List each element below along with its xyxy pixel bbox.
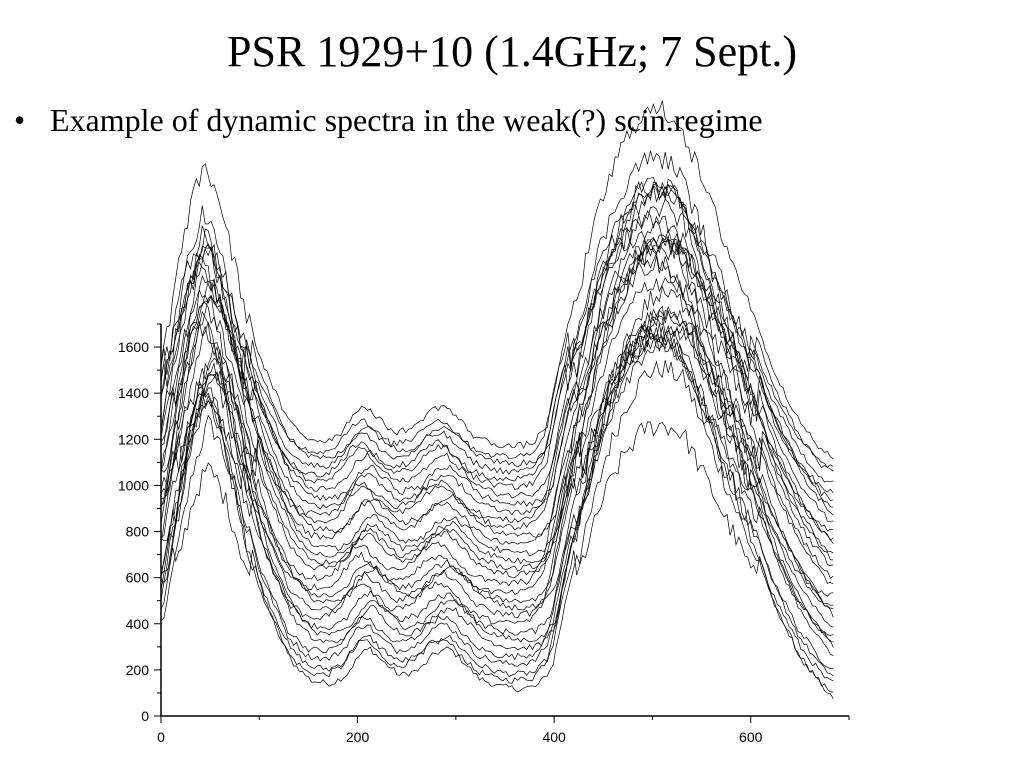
y-tick-label-1000: 1000	[118, 477, 149, 493]
spectrum-trace-9	[160, 256, 834, 636]
x-tick-label-400: 400	[542, 729, 566, 745]
y-tick-label-600: 600	[126, 570, 150, 586]
spectrum-trace-2	[160, 332, 834, 693]
spectrum-trace-20	[160, 234, 834, 544]
bullet-item: • Example of dynamic spectra in the weak…	[14, 102, 763, 139]
x-tick-label-0: 0	[157, 729, 165, 745]
spectrum-trace-22	[160, 239, 834, 532]
chart-axes: 0 200 400 600 0 200 400 600 800 1000 1200 1400 1600	[118, 323, 850, 745]
spectrum-trace-23	[160, 237, 834, 522]
spectrum-trace-12	[160, 315, 834, 610]
spectrum-trace-28	[160, 176, 834, 483]
x-tick-label-200: 200	[346, 729, 370, 745]
spectrum-trace-11	[160, 285, 834, 618]
y-tick-label-200: 200	[126, 662, 150, 678]
spectrum-trace-30	[160, 220, 834, 468]
y-tick-label-0: 0	[141, 708, 149, 724]
spectrum-trace-18	[160, 323, 834, 561]
spectrum-trace-27	[160, 210, 834, 494]
spectrum-trace-19	[160, 185, 834, 554]
spectrum-trace-3	[160, 421, 834, 682]
spectrum-trace-4	[160, 326, 834, 677]
spectrum-trace-31	[160, 100, 834, 460]
spectrum-trace-15	[160, 198, 834, 585]
spectrum-trace-21	[160, 178, 834, 541]
spectrum-trace-14	[160, 252, 834, 597]
y-tick-label-400: 400	[126, 616, 150, 632]
spectrum-trace-1	[160, 360, 834, 699]
spectrum-trace-13	[160, 327, 834, 606]
spectrum-trace-7	[160, 305, 834, 648]
spectrum-trace-6	[160, 305, 834, 656]
spectrum-trace-8	[160, 336, 834, 643]
spectrum-trace-17	[160, 310, 834, 566]
spectrum-trace-16	[160, 277, 834, 579]
y-tick-label-1600: 1600	[118, 339, 149, 355]
x-tick-label-600: 600	[739, 729, 763, 745]
y-tick-label-1400: 1400	[118, 385, 149, 401]
spectrum-trace-24	[160, 239, 834, 516]
spectrum-trace-29	[160, 181, 834, 472]
bullet-marker: •	[14, 102, 26, 138]
y-tick-label-1200: 1200	[118, 431, 149, 447]
bullet-text: Example of dynamic spectra in the weak(?…	[50, 102, 763, 138]
spectra-traces	[160, 100, 834, 699]
spectrum-trace-5	[160, 334, 834, 669]
spectrum-trace-26	[160, 150, 834, 501]
y-tick-label-800: 800	[126, 524, 150, 540]
slide-title: PSR 1929+10 (1.4GHz; 7 Sept.)	[227, 27, 797, 76]
